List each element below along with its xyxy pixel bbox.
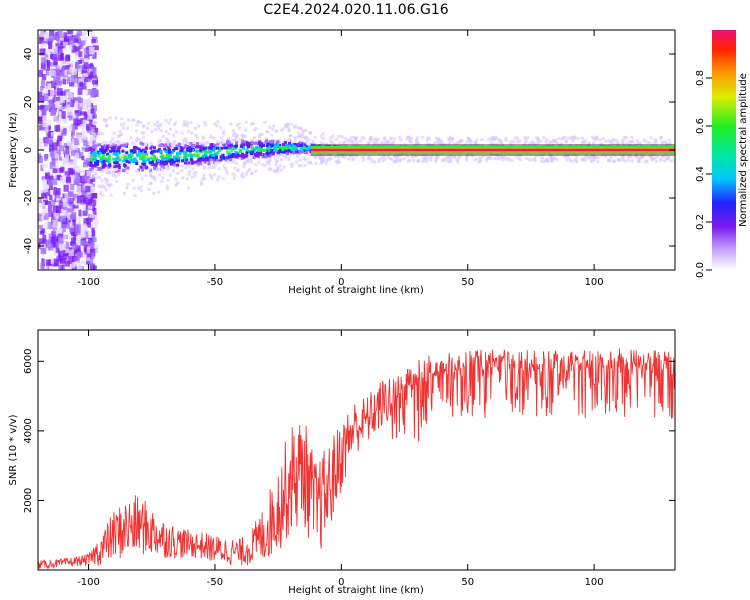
colorbar-ticks: 0.0 0.2 0.4 0.6 0.8 bbox=[695, 70, 712, 278]
snr-series bbox=[38, 348, 675, 570]
colorbar-tick-label: 0.4 bbox=[695, 166, 706, 182]
x-tick-label: 50 bbox=[461, 577, 474, 588]
y-tick-label: -20 bbox=[23, 190, 34, 206]
y-tick-label: 20 bbox=[23, 96, 34, 109]
colorbar-tick-label: 0.0 bbox=[695, 262, 706, 278]
x-tick-label: 0 bbox=[338, 577, 344, 588]
snr-ylabel: SNR (10 * v/v) bbox=[8, 414, 19, 485]
x-tick-label: -100 bbox=[77, 277, 100, 288]
y-tick-label: 0 bbox=[23, 147, 34, 153]
spectrogram-ylabel: Frequency (Hz) bbox=[8, 112, 19, 188]
y-tick-label: -40 bbox=[23, 238, 34, 254]
colorbar: 0.0 0.2 0.4 0.6 0.8 Normalized spectral ampl… bbox=[695, 30, 749, 278]
snr-panel: -100 -50 0 50 100 2000 4000 6000 Height of stra… bbox=[8, 329, 676, 596]
x-tick-label: 100 bbox=[585, 577, 604, 588]
spectrogram-heatmap bbox=[38, 30, 675, 270]
figure-title: C2E4.2024.020.11.06.G16 bbox=[263, 2, 448, 18]
colorbar-tick-label: 0.8 bbox=[695, 70, 706, 86]
spectrogram-panel: -100 -50 0 50 100 -40 -20 0 20 40 Height of strai… bbox=[8, 29, 676, 296]
spectrogram-xlabel: Height of straight line (km) bbox=[288, 285, 424, 296]
x-tick-label: 0 bbox=[338, 277, 344, 288]
colorbar-tick-label: 0.2 bbox=[695, 214, 706, 230]
spectrogram-axes: -100 -50 0 50 100 -40 -20 0 20 40 bbox=[23, 30, 675, 288]
snr-xlabel: Height of straight line (km) bbox=[288, 585, 424, 596]
y-tick-label: 40 bbox=[23, 48, 34, 61]
x-tick-label: 100 bbox=[585, 277, 604, 288]
colorbar-gradient bbox=[712, 30, 736, 270]
colorbar-label: Normalized spectral amplitude bbox=[738, 73, 749, 227]
x-tick-label: 50 bbox=[461, 277, 474, 288]
y-tick-label: 4000 bbox=[23, 418, 34, 443]
colorbar-tick-label: 0.6 bbox=[695, 118, 706, 134]
snr-axes: -100 -50 0 50 100 2000 4000 6000 bbox=[23, 330, 675, 588]
x-tick-label: -50 bbox=[207, 277, 223, 288]
x-tick-label: -100 bbox=[77, 577, 100, 588]
snr-line bbox=[38, 348, 675, 570]
x-tick-label: -50 bbox=[207, 577, 223, 588]
y-tick-label: 6000 bbox=[23, 349, 34, 374]
y-tick-label: 2000 bbox=[23, 488, 34, 513]
